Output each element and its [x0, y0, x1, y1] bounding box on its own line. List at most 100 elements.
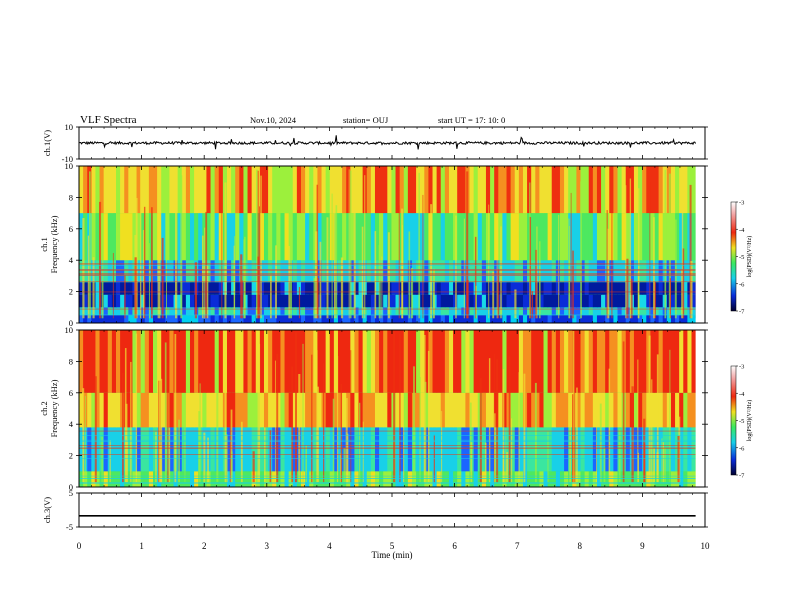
ch2-spectrogram-cell: [605, 392, 610, 428]
ch1-spectrogram-cell: [235, 282, 240, 295]
ch1-spectrogram-cell: [625, 213, 631, 261]
ch1-spectrogram-cell: [559, 166, 565, 214]
ch2-spectrogram-cell: [313, 427, 318, 472]
ch1-spectrogram-streak: [134, 257, 137, 319]
ch2-spectrogram-streak: [159, 378, 163, 483]
ch1-spectrogram-cell: [177, 166, 183, 214]
ch1-spectrogram-cell: [161, 166, 166, 214]
ch2-spectrogram-cell: [432, 330, 438, 393]
ch2-spectrogram-cell: [358, 427, 364, 472]
ch2-spectrogram-cell: [337, 427, 343, 472]
ch2-spectrogram-cell: [436, 392, 442, 428]
ch1-spectrogram-cell: [580, 260, 586, 283]
ch1-spectrogram-cell: [522, 260, 528, 283]
ch2-spectrogram-cell: [424, 471, 429, 487]
ch2-spectrogram-cell: [194, 471, 199, 487]
ch1-spectrogram-cell: [691, 315, 696, 323]
ch2-spectrogram-cell: [453, 330, 458, 393]
ch1-spectrogram-cell: [613, 213, 619, 261]
ch1-spectrogram-cell: [650, 294, 655, 308]
ch2-spectrogram-cell: [498, 471, 503, 487]
ch1-spectrogram-cell: [584, 282, 590, 295]
ch2-spectrogram-cell: [555, 471, 561, 487]
ch2-spectrogram-cell: [601, 427, 606, 472]
ch1-spectrogram-cell: [263, 213, 269, 261]
ch2-spectrogram-cell: [111, 471, 117, 487]
ch2-spectrogram-colorbar-label: log(PSD)(V²/Hz): [746, 400, 753, 441]
ch2-spectrogram-cell: [140, 392, 146, 428]
ch1-spectrogram-cell: [461, 213, 466, 261]
ch1-spectrogram-cell: [136, 166, 142, 214]
ch1-spectrogram-cell: [391, 213, 397, 261]
ch1-spectrogram-cell: [136, 282, 142, 295]
ch1-spectrogram-cell: [354, 213, 360, 261]
ch1-spectrogram-cell: [272, 260, 277, 283]
ch2-spectrogram-cell: [551, 471, 557, 487]
ch1-spectrogram-cell: [654, 282, 660, 295]
ch2-spectrogram-streak: [569, 404, 571, 483]
ch1-spectrogram-streak: [313, 278, 316, 319]
ch1-spectrogram-cell: [111, 213, 117, 261]
ch1-spectrogram-cell: [617, 307, 623, 316]
ch1-spectrogram-cell: [568, 307, 573, 316]
ch1-spectrogram-cell: [321, 307, 327, 316]
ch1-spectrogram-cell: [379, 315, 384, 323]
ch2-spectrogram-cell: [202, 392, 207, 428]
ch1-spectrogram-cell: [165, 166, 170, 214]
ch1-spectrogram-cell: [539, 166, 545, 214]
ch1-spectrogram-streak: [224, 182, 227, 319]
ch1-spectrogram-cell: [124, 294, 129, 308]
ch2-spectrogram-cell: [588, 427, 594, 472]
ch1-spectrogram-cell: [350, 260, 355, 283]
ch1-spectrogram-cell: [136, 213, 142, 261]
ch1-spectrogram-cell: [124, 260, 129, 283]
ch1-spectrogram-cell: [485, 213, 491, 261]
ch1-spectrogram-streak: [201, 235, 204, 319]
ch2-spectrogram-cell: [247, 427, 253, 472]
ch1-spectrogram-streak: [124, 275, 126, 319]
ch1-spectrogram-streak: [568, 218, 570, 319]
ch1-spectrogram-cell: [300, 213, 306, 261]
ch2-spectrogram-streak: [637, 452, 640, 483]
ch2-spectrogram-cell: [235, 330, 240, 393]
ch1-spectrogram-cell: [272, 307, 277, 316]
ch1-spectrogram-cell: [292, 260, 298, 283]
ch1-spectrogram-cell: [428, 315, 434, 323]
ch2-spectrogram-cell: [683, 427, 688, 472]
ch1-spectrogram-cell: [580, 315, 586, 323]
ch2-spectrogram-cell: [370, 427, 376, 472]
ch1-spectrogram-streak: [240, 254, 243, 319]
ch2-spectrogram-cell: [485, 330, 491, 393]
ch2-spectrogram-cell: [325, 471, 331, 487]
ch2-spectrogram-cell: [91, 392, 96, 428]
ch2-spectrogram-streak: [159, 446, 162, 483]
ch1-spectrogram-streak: [340, 257, 344, 319]
ch1-spectrogram-cell: [280, 282, 286, 295]
ch1-spectrogram-cell: [588, 294, 594, 308]
ch1-spectrogram-cell: [342, 307, 347, 316]
ch2-spectrogram-streak: [599, 403, 602, 483]
ch2-spectrogram-cell: [169, 471, 175, 487]
ch2-spectrogram-cell: [95, 427, 101, 472]
ch1-spectrogram-cell: [79, 315, 84, 323]
ch1-spectrogram-cell: [91, 213, 96, 261]
ch2-spectrogram-cell: [79, 427, 84, 472]
ch1-spectrogram-cell: [231, 307, 236, 316]
ch2-spectrogram-cell: [399, 427, 405, 472]
ch1-spectrogram-cell: [403, 166, 409, 214]
ch2-spectrogram-cell: [691, 330, 696, 393]
ch1-spectrogram-cell: [79, 294, 84, 308]
ch2-spectrogram-cell: [465, 427, 471, 472]
ch1-spectrogram-cell: [481, 294, 487, 308]
ch1-spectrogram-cell: [391, 282, 397, 295]
ch1-spectrogram-cell: [111, 315, 117, 323]
ch2-spectrogram-cell: [276, 471, 281, 487]
ch1-spectrogram-ytick-label: 4: [69, 255, 74, 265]
ch1-spectrogram-cell: [416, 166, 421, 214]
xaxis-tick-label: 7: [515, 541, 520, 551]
ch1-spectrogram-cell: [432, 294, 438, 308]
ch1-spectrogram-cell: [633, 307, 639, 316]
ch1-spectrogram-cell: [584, 294, 590, 308]
chart-station: station= OUJ: [343, 115, 389, 125]
ch2-spectrogram-cell: [453, 471, 458, 487]
